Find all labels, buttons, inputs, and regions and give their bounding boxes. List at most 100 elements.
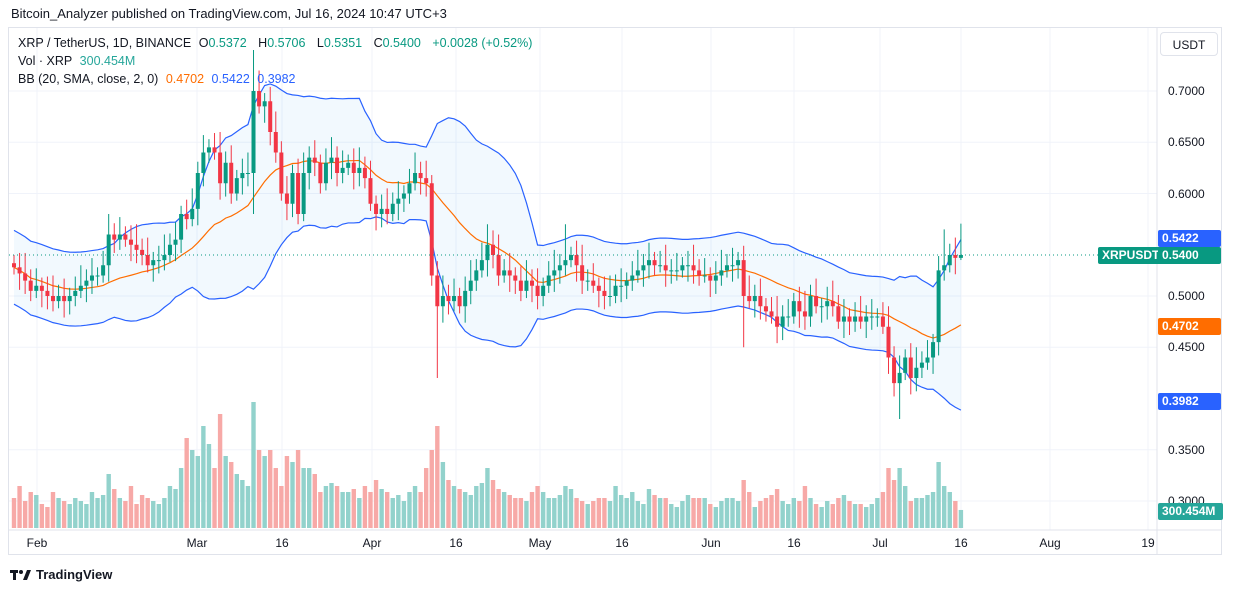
volume-bar (813, 504, 819, 528)
volume-bar (290, 462, 295, 528)
volume-bar (641, 504, 646, 528)
candle-body (847, 316, 852, 322)
time-tick-label: Jun (701, 536, 721, 550)
candle-body (407, 183, 412, 194)
volume-bar (28, 492, 33, 528)
candle-body (875, 316, 880, 318)
volume-bar (429, 450, 434, 528)
candle-body (106, 234, 111, 266)
volume-bar (190, 450, 195, 528)
time-tick-label: 16 (954, 536, 968, 550)
volume-bar (485, 468, 490, 528)
candle-body (886, 326, 891, 358)
candle-body (502, 270, 507, 276)
candle-body (28, 280, 33, 291)
volume-bar (423, 468, 429, 528)
volume-bar (279, 486, 284, 528)
candle-body (602, 290, 607, 296)
time-tick-label: 16 (449, 536, 463, 550)
volume-bar (256, 450, 262, 528)
candle-body (140, 249, 145, 255)
candle-body (713, 275, 718, 281)
volume-bar (162, 498, 167, 528)
candle-body (485, 244, 490, 261)
candle-body (580, 265, 585, 281)
bb-upper-tag: 0.5422 (1158, 230, 1221, 247)
volume-bar (758, 501, 763, 528)
candle-body (151, 260, 156, 266)
volume-bar (897, 468, 902, 528)
candle-body (435, 275, 440, 307)
volume-bar (84, 504, 89, 528)
candle-body (223, 162, 228, 184)
candle-body (646, 260, 651, 266)
volume-bar (552, 498, 557, 528)
candle-body (229, 162, 234, 194)
candle-body (123, 234, 128, 240)
volume-bar (524, 501, 529, 528)
volume-bar (100, 495, 106, 528)
candle-body (284, 193, 289, 204)
candle-body (62, 296, 67, 302)
bb-label: BB (20, SMA, close, 2, 0) (18, 72, 159, 86)
candle-body (318, 162, 323, 184)
volume-bar (780, 501, 785, 528)
candle-body (195, 173, 200, 209)
tradingview-logo[interactable]: TradingView (10, 567, 112, 582)
volume-bar (56, 498, 61, 528)
candle-body (741, 260, 746, 296)
candle-body (942, 265, 947, 271)
candle-body (413, 173, 418, 184)
volume-bar (858, 504, 863, 528)
volume-bar (741, 480, 746, 528)
candle-body (841, 316, 846, 322)
candle-body (340, 167, 345, 173)
volume-bar (457, 489, 462, 528)
candle-body (908, 357, 913, 378)
volume-bar (39, 504, 45, 528)
volume-bar (407, 492, 412, 528)
volume-bar (178, 468, 184, 528)
volume-bar (362, 486, 368, 528)
candle-body (379, 208, 384, 214)
volume-bar (312, 474, 317, 528)
candle-body (892, 357, 897, 384)
volume-bar (546, 498, 551, 528)
candle-body (814, 296, 819, 307)
candle-body (112, 234, 117, 240)
bb-lower-tag: 0.3982 (1158, 393, 1221, 410)
volume-label: Vol · XRP (18, 54, 73, 68)
volume-bar (195, 456, 201, 528)
time-tick-label: Feb (26, 536, 48, 550)
candle-body (463, 290, 468, 307)
volume-bar (145, 498, 150, 528)
volume-bar (201, 426, 206, 528)
bb-upper-value: 0.5422 (211, 72, 250, 86)
candle-body (513, 275, 518, 281)
candle-body (925, 357, 930, 363)
volume-bar (713, 507, 719, 528)
candle-body (853, 316, 858, 322)
candle-body (128, 239, 133, 245)
currency-button[interactable]: USDT (1160, 32, 1218, 56)
volume-bar (652, 495, 657, 528)
candle-body (958, 255, 963, 258)
volume-bar (106, 474, 111, 528)
volume-bar (830, 504, 835, 528)
volume-bar (808, 498, 813, 528)
candle-body (552, 270, 557, 276)
bb-basis-tag: 0.4702 (1158, 318, 1221, 335)
symbol-legend: XRP / TetherUS, 1D, BINANCE O0.5372 H0.5… (18, 36, 536, 50)
volume-bar (284, 456, 290, 528)
volume-bar (908, 501, 913, 528)
volume-bar (735, 501, 741, 528)
symbol-title: XRP / TetherUS, 1D, BINANCE (18, 36, 192, 50)
candle-body (396, 198, 401, 204)
candle-body (769, 311, 774, 317)
candle-body (903, 357, 908, 373)
candle-body (919, 362, 924, 368)
volume-bar (529, 492, 535, 528)
volume-bar (206, 444, 212, 528)
time-tick-label: 19 (1141, 536, 1155, 550)
